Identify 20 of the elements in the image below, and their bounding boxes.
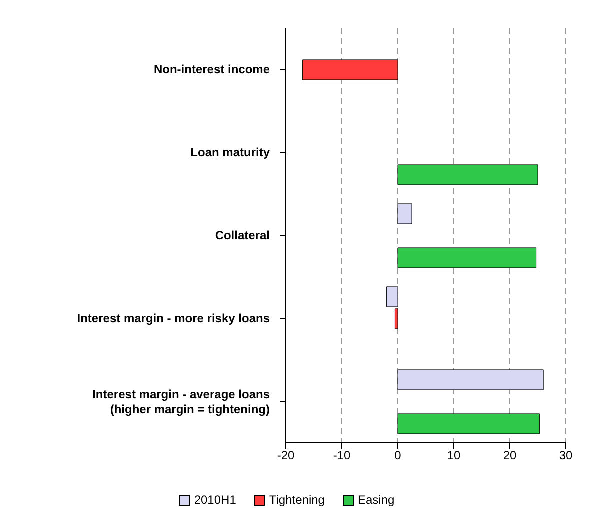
bar: [398, 370, 544, 390]
x-tick-label: 10: [447, 448, 461, 463]
y-tick-label: Interest margin - more risky loans: [77, 312, 270, 326]
y-tick-label: Non-interest income: [154, 62, 270, 76]
legend-label: Easing: [356, 493, 395, 507]
legend-label: Tightening: [268, 493, 325, 507]
x-tick-label: 0: [394, 448, 402, 463]
x-tick-label: 20: [503, 448, 517, 463]
x-tick-label: 30: [559, 448, 573, 463]
bar: [398, 204, 412, 224]
y-tick-label: Collateral: [215, 228, 270, 242]
bar: [398, 164, 538, 186]
bar: [302, 60, 398, 80]
x-tick-label: -10: [333, 448, 351, 463]
y-tick-label: Interest margin - average loans (higher margin = tightening): [92, 388, 270, 416]
legend-label: 2010H1: [193, 493, 236, 507]
bar: [398, 248, 537, 268]
x-tick-label: -20: [277, 448, 295, 463]
bar: [398, 414, 540, 434]
y-tick-label: Loan maturity: [190, 146, 270, 160]
